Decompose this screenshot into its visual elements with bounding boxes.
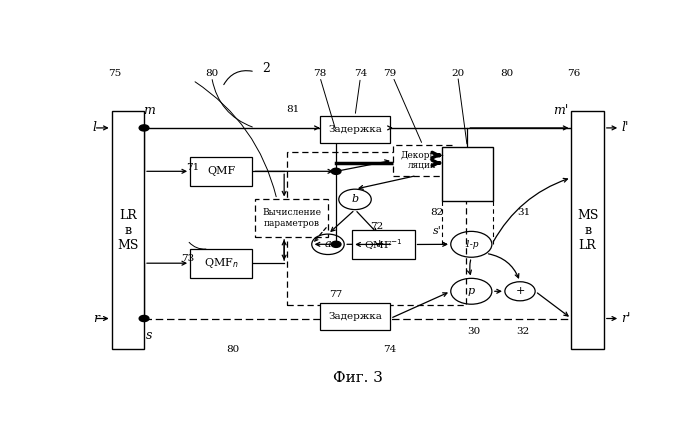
Text: 2: 2 xyxy=(262,62,269,75)
Bar xyxy=(190,157,252,186)
Text: s': s' xyxy=(433,226,442,236)
Text: Вычисление
параметров: Вычисление параметров xyxy=(262,209,321,228)
Text: 82: 82 xyxy=(431,209,444,217)
Bar xyxy=(255,199,328,237)
Text: QMF$_n$: QMF$_n$ xyxy=(204,256,239,270)
Circle shape xyxy=(139,125,149,131)
Text: 75: 75 xyxy=(107,69,121,78)
Text: 32: 32 xyxy=(517,327,530,335)
Text: +: + xyxy=(375,239,384,249)
Bar xyxy=(190,249,252,278)
Text: l': l' xyxy=(621,122,628,134)
Text: m: m xyxy=(144,104,156,118)
Text: a: a xyxy=(325,239,332,249)
Bar xyxy=(442,147,493,201)
Bar xyxy=(112,111,144,349)
Text: 76: 76 xyxy=(567,69,581,78)
Text: p: p xyxy=(468,286,475,296)
Text: Фиг. 3: Фиг. 3 xyxy=(333,371,383,385)
Text: QMF$^{-1}$: QMF$^{-1}$ xyxy=(364,237,403,252)
Text: m': m' xyxy=(553,104,568,118)
Circle shape xyxy=(139,316,149,322)
Circle shape xyxy=(332,241,341,248)
Text: s: s xyxy=(147,329,153,342)
Text: Декорре-
ляция: Декорре- ляция xyxy=(401,151,445,170)
Text: 20: 20 xyxy=(451,69,464,78)
Text: 31: 31 xyxy=(518,209,531,217)
Text: 1-p: 1-p xyxy=(464,240,479,249)
Circle shape xyxy=(332,168,341,175)
Text: 73: 73 xyxy=(181,255,194,263)
Text: 71: 71 xyxy=(186,163,200,171)
Text: 74: 74 xyxy=(384,345,396,354)
Text: 74: 74 xyxy=(354,69,367,78)
Text: 72: 72 xyxy=(370,222,383,231)
Bar xyxy=(320,303,390,331)
Text: +: + xyxy=(515,286,525,296)
Text: r: r xyxy=(93,312,98,325)
Text: l: l xyxy=(93,122,96,134)
Text: 80: 80 xyxy=(227,345,240,354)
Bar xyxy=(320,116,390,143)
Bar xyxy=(352,230,415,259)
Text: LR
в
MS: LR в MS xyxy=(117,209,138,251)
Text: 79: 79 xyxy=(384,69,396,78)
Text: QMF: QMF xyxy=(207,166,235,176)
Text: 77: 77 xyxy=(329,290,343,299)
Text: 30: 30 xyxy=(468,327,481,335)
Bar xyxy=(288,152,466,305)
Text: Задержка: Задержка xyxy=(328,312,382,321)
Text: 80: 80 xyxy=(205,69,218,78)
Text: Задержка: Задержка xyxy=(328,125,382,134)
Text: MS
в
LR: MS в LR xyxy=(577,209,598,251)
Bar xyxy=(393,145,452,175)
Text: b: b xyxy=(352,194,359,204)
Text: r': r' xyxy=(621,312,630,325)
Text: 78: 78 xyxy=(313,69,327,78)
Text: 81: 81 xyxy=(286,105,299,114)
Text: 80: 80 xyxy=(500,69,513,78)
Bar xyxy=(572,111,604,349)
